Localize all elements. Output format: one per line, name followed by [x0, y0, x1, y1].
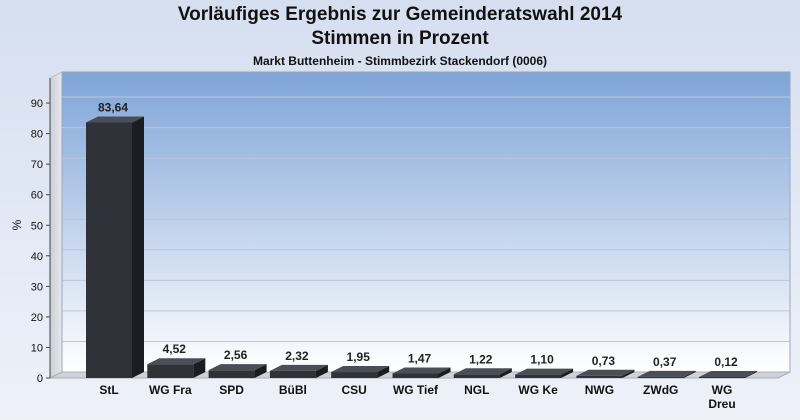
- bar: [453, 368, 512, 378]
- bar-top: [208, 364, 267, 371]
- bar-side: [132, 116, 144, 378]
- bar-front: [86, 122, 132, 378]
- bar-top: [699, 371, 757, 377]
- bar-front: [576, 375, 623, 378]
- bar-front: [637, 376, 684, 378]
- data-label: 0,73: [592, 354, 616, 368]
- bar-front: [699, 377, 745, 378]
- bar: [269, 364, 328, 378]
- bar: [392, 367, 451, 378]
- y-tick-label: 60: [31, 190, 43, 202]
- bar-side: [561, 368, 574, 378]
- bar-top: [331, 366, 390, 373]
- bar: [637, 370, 696, 378]
- bar-front: [453, 374, 500, 378]
- data-label: 0,12: [714, 355, 738, 369]
- y-tick-label: 80: [31, 129, 43, 141]
- bar-top: [576, 369, 635, 376]
- side-wall: [49, 71, 63, 379]
- bar-side: [377, 366, 390, 378]
- data-label: 0,37: [653, 355, 677, 369]
- bar: [208, 364, 267, 378]
- y-tick-label: 50: [31, 220, 43, 232]
- data-label: 83,64: [98, 100, 128, 114]
- bar-side: [315, 364, 328, 378]
- x-tick-label: NWG: [585, 383, 614, 397]
- x-tick-label: WG Dreu: [708, 383, 735, 411]
- data-label: 4,52: [163, 342, 187, 356]
- bar-front: [208, 370, 255, 378]
- bar-side: [683, 370, 696, 378]
- bar-top: [147, 358, 206, 365]
- y-tick-label: 0: [37, 373, 43, 385]
- bar-front: [515, 374, 562, 378]
- y-tick-label: 70: [31, 159, 43, 171]
- x-tick-label: StL: [99, 383, 118, 397]
- bars: 83,64 StL 4,52 WG Fra 2,56 SPD 2,32 BüBl 1,95 CSU…: [86, 100, 757, 411]
- data-label: 1,47: [408, 352, 432, 366]
- chart-location: Markt Buttenheim - Stimmbezirk Stackendo…: [252, 54, 548, 68]
- data-label: 2,32: [285, 349, 309, 363]
- bar-front: [331, 372, 378, 378]
- bar: [576, 369, 635, 378]
- bar-front: [147, 364, 194, 378]
- x-tick-label: WG Tief: [393, 383, 439, 397]
- bar: [331, 366, 390, 378]
- bar: [699, 371, 757, 378]
- x-tick-label: ZWdG: [643, 383, 678, 397]
- bar-top: [637, 370, 696, 377]
- bar: [515, 368, 574, 378]
- x-tick-label: WG Ke: [518, 383, 558, 397]
- bar-top: [515, 368, 574, 375]
- y-tick-label: 90: [31, 98, 43, 110]
- y-tick-label: 40: [31, 251, 43, 263]
- y-tick-label: 10: [31, 342, 43, 354]
- data-label: 1,22: [469, 352, 493, 366]
- bar-front: [269, 370, 316, 378]
- gridlines: [62, 96, 790, 342]
- bar-front: [392, 373, 439, 378]
- bar-side: [745, 371, 757, 378]
- bar-top: [86, 116, 144, 123]
- x-tick-label: BüBl: [279, 383, 307, 397]
- data-label: 1,95: [347, 350, 371, 364]
- y-axis: 0 10 20 30 40 50 60 70 80 90: [31, 78, 51, 385]
- bar-side: [193, 358, 206, 378]
- x-tick-label: WG Fra: [149, 383, 192, 397]
- chart-subtitle: Stimmen in Prozent: [311, 28, 489, 49]
- plot-area: [61, 71, 791, 373]
- bar: [86, 116, 144, 378]
- x-tick-label: SPD: [219, 383, 244, 397]
- y-tick-label: 30: [31, 281, 43, 293]
- y-axis-label: %: [10, 219, 24, 230]
- chart-title: Vorläufiges Ergebnis zur Gemeinderatswah…: [177, 4, 623, 25]
- data-label: 2,56: [224, 348, 248, 362]
- x-tick-label: NGL: [464, 383, 489, 397]
- data-label: 1,10: [530, 353, 554, 367]
- bar: [147, 358, 206, 378]
- bar-top: [453, 368, 512, 375]
- bar-side: [499, 368, 512, 378]
- bar-top: [392, 367, 451, 374]
- bar-side: [254, 364, 267, 378]
- bar-side: [438, 367, 451, 378]
- y-tick-label: 20: [31, 312, 43, 324]
- bar-side: [622, 369, 635, 378]
- x-tick-label: CSU: [342, 383, 367, 397]
- bar-top: [269, 364, 328, 371]
